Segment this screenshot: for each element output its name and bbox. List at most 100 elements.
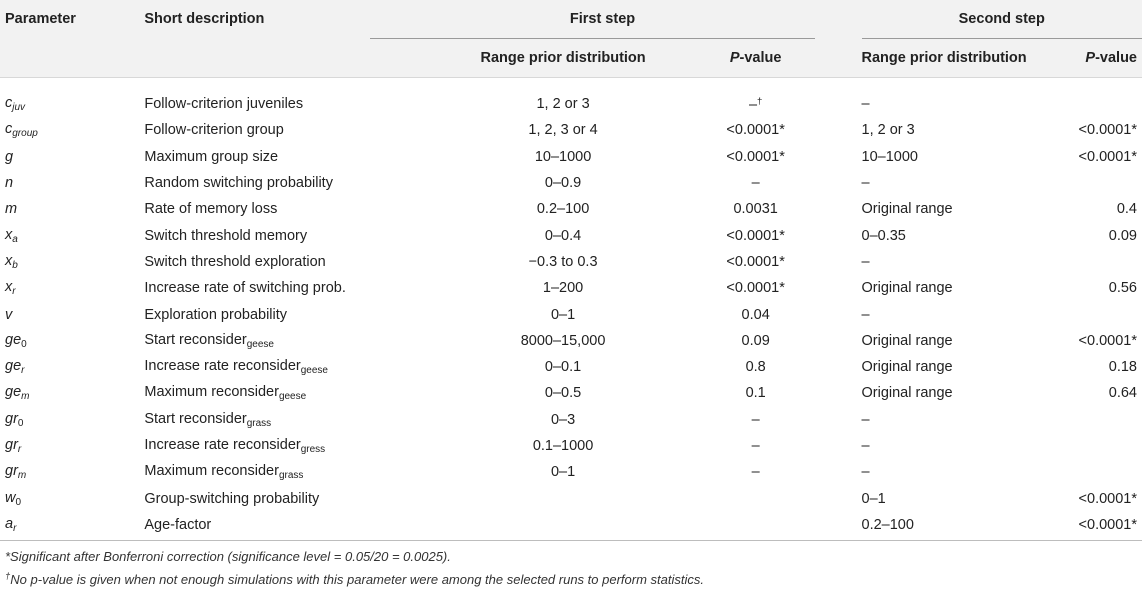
first-step-range-cell [370, 512, 696, 538]
dagger-mark: † [757, 95, 763, 107]
first-step-pvalue-cell: – [696, 407, 815, 433]
first-step-pvalue: – [748, 96, 758, 113]
first-step-pvalue: – [751, 438, 760, 454]
table-row: gem Maximum reconsidergeese 0–0.5 0.1 Origin… [0, 380, 1142, 406]
parameter-symbol: ge [5, 384, 22, 401]
header-pvalue-1-p: P [729, 50, 740, 66]
second-step-range-cell: Original range [862, 354, 1069, 380]
description-text: Maximum group size [144, 148, 279, 165]
first-step-range: 8000–15,000 [520, 332, 606, 349]
parameter-cell: m [0, 196, 144, 222]
second-step-range-cell: Original range [862, 196, 1069, 222]
second-step-range: – [861, 411, 870, 428]
second-step-pvalue: 0.64 [1108, 385, 1137, 402]
description-text: Random switching probability [144, 175, 333, 192]
spacer-cell [0, 78, 1142, 92]
second-step-pvalue-cell: 0.56 [1069, 275, 1142, 301]
first-step-pvalue-cell: – [696, 170, 815, 196]
first-step-range: 1, 2, 3 or 4 [528, 122, 598, 139]
parameter-cell: grr [0, 433, 144, 459]
table-row: xb Switch threshold exploration −0.3 to 0.… [0, 249, 1142, 275]
first-step-range-cell: 0–0.4 [370, 222, 696, 248]
description-subscript: geese [278, 391, 307, 403]
description-text: Maximum reconsider [144, 384, 279, 401]
description-cell: Maximum reconsidergrass [144, 459, 370, 485]
second-step-range: 0–1 [861, 490, 886, 507]
second-step-pvalue: 0.18 [1108, 359, 1137, 376]
parameter-cell: g [0, 144, 144, 170]
second-step-pvalue-cell [1069, 433, 1142, 459]
header-spacer [0, 78, 1142, 92]
second-step-pvalue-cell [1069, 407, 1142, 433]
gap-cell [815, 512, 861, 538]
second-step-range: Original range [861, 280, 953, 297]
description-cell: Rate of memory loss [144, 196, 370, 222]
second-step-pvalue-cell [1069, 170, 1142, 196]
description-cell: Start reconsidergeese [144, 328, 370, 354]
second-step-range-cell: Original range [862, 275, 1069, 301]
second-step-range-cell: 0–0.35 [862, 222, 1069, 248]
header-row-sub: Range prior distribution P-value Range p… [0, 38, 1142, 78]
header-pvalue-2-p: P [1085, 50, 1096, 66]
footnote-dagger-mark: † [5, 571, 11, 582]
description-cell: Increase rate reconsidergeese [144, 354, 370, 380]
parameter-symbol: x [5, 279, 13, 296]
parameter-symbol: x [5, 226, 13, 243]
second-step-pvalue-cell [1069, 459, 1142, 485]
first-step-pvalue-cell: <0.0001* [696, 275, 815, 301]
first-step-range-cell: 10–1000 [370, 144, 696, 170]
table-row: grm Maximum reconsidergrass 0–1– – [0, 459, 1142, 485]
description-text: Rate of memory loss [144, 201, 278, 218]
first-step-pvalue-cell: – [696, 459, 815, 485]
gap-cell [815, 433, 861, 459]
parameter-cell: ge0 [0, 328, 144, 354]
second-step-range-cell: – [862, 459, 1069, 485]
description-subscript: grass [246, 417, 272, 429]
second-step-pvalue: <0.0001* [1078, 516, 1137, 533]
description-cell: Follow-criterion juveniles [144, 91, 370, 117]
first-step-pvalue-cell: <0.0001* [696, 222, 815, 248]
gap-cell [815, 196, 861, 222]
first-step-range: 1–200 [542, 280, 584, 297]
parameter-subscript: r [17, 444, 22, 455]
first-step-pvalue-cell: 0.09 [696, 328, 815, 354]
parameter-cell: gr0 [0, 407, 144, 433]
first-step-pvalue: <0.0001* [726, 148, 785, 165]
second-step-pvalue-cell: <0.0001* [1069, 512, 1142, 538]
second-step-range-cell: Original range [862, 380, 1069, 406]
parameter-subscript: group [12, 128, 38, 140]
header-first-step: First step [369, 0, 816, 39]
header-pvalue-1-rest: -value [739, 50, 782, 66]
second-step-pvalue-cell [1069, 301, 1142, 327]
description-text: Increase rate reconsider [144, 437, 301, 453]
description-text: Start reconsider [144, 331, 247, 348]
header-short-description: Short description [144, 0, 370, 78]
parameter-cell: ar [0, 512, 144, 538]
second-step-pvalue: <0.0001* [1078, 490, 1137, 507]
parameter-symbol: gr [5, 410, 18, 427]
gap-cell [815, 354, 861, 380]
first-step-pvalue: <0.0001* [726, 227, 785, 244]
first-step-range-cell: 0–1 [370, 301, 696, 327]
second-step-range: Original range [861, 385, 953, 402]
parameter-symbol: g [5, 148, 14, 165]
first-step-range: 0–3 [550, 411, 576, 428]
table-row: cgroup Follow-criterion group 1, 2, 3 or 4… [0, 117, 1142, 143]
first-step-pvalue: <0.0001* [726, 122, 785, 139]
parameter-cell: w0 [0, 485, 144, 511]
first-step-range-cell: 1, 2 or 3 [370, 91, 696, 117]
header-row-top: Parameter Short description First step S… [0, 0, 1142, 78]
table-row: w0 Group-switching probability 0–1 <0.0001* [0, 485, 1142, 511]
parameter-subscript: r [13, 522, 17, 534]
second-step-range: – [861, 438, 870, 454]
description-subscript: geese [300, 365, 328, 377]
second-step-range-cell: – [862, 91, 1069, 117]
first-step-range-cell: 0.2–100 [370, 196, 696, 222]
parameter-cell: gem [0, 380, 144, 406]
first-step-pvalue: – [751, 464, 760, 481]
first-step-range-cell: −0.3 to 0.3 [370, 249, 696, 275]
second-step-pvalue: 0.56 [1108, 280, 1137, 297]
first-step-pvalue-cell: 0.8 [696, 354, 815, 380]
second-step-pvalue: <0.0001* [1078, 332, 1137, 349]
second-step-pvalue-cell: 0.64 [1069, 380, 1142, 406]
